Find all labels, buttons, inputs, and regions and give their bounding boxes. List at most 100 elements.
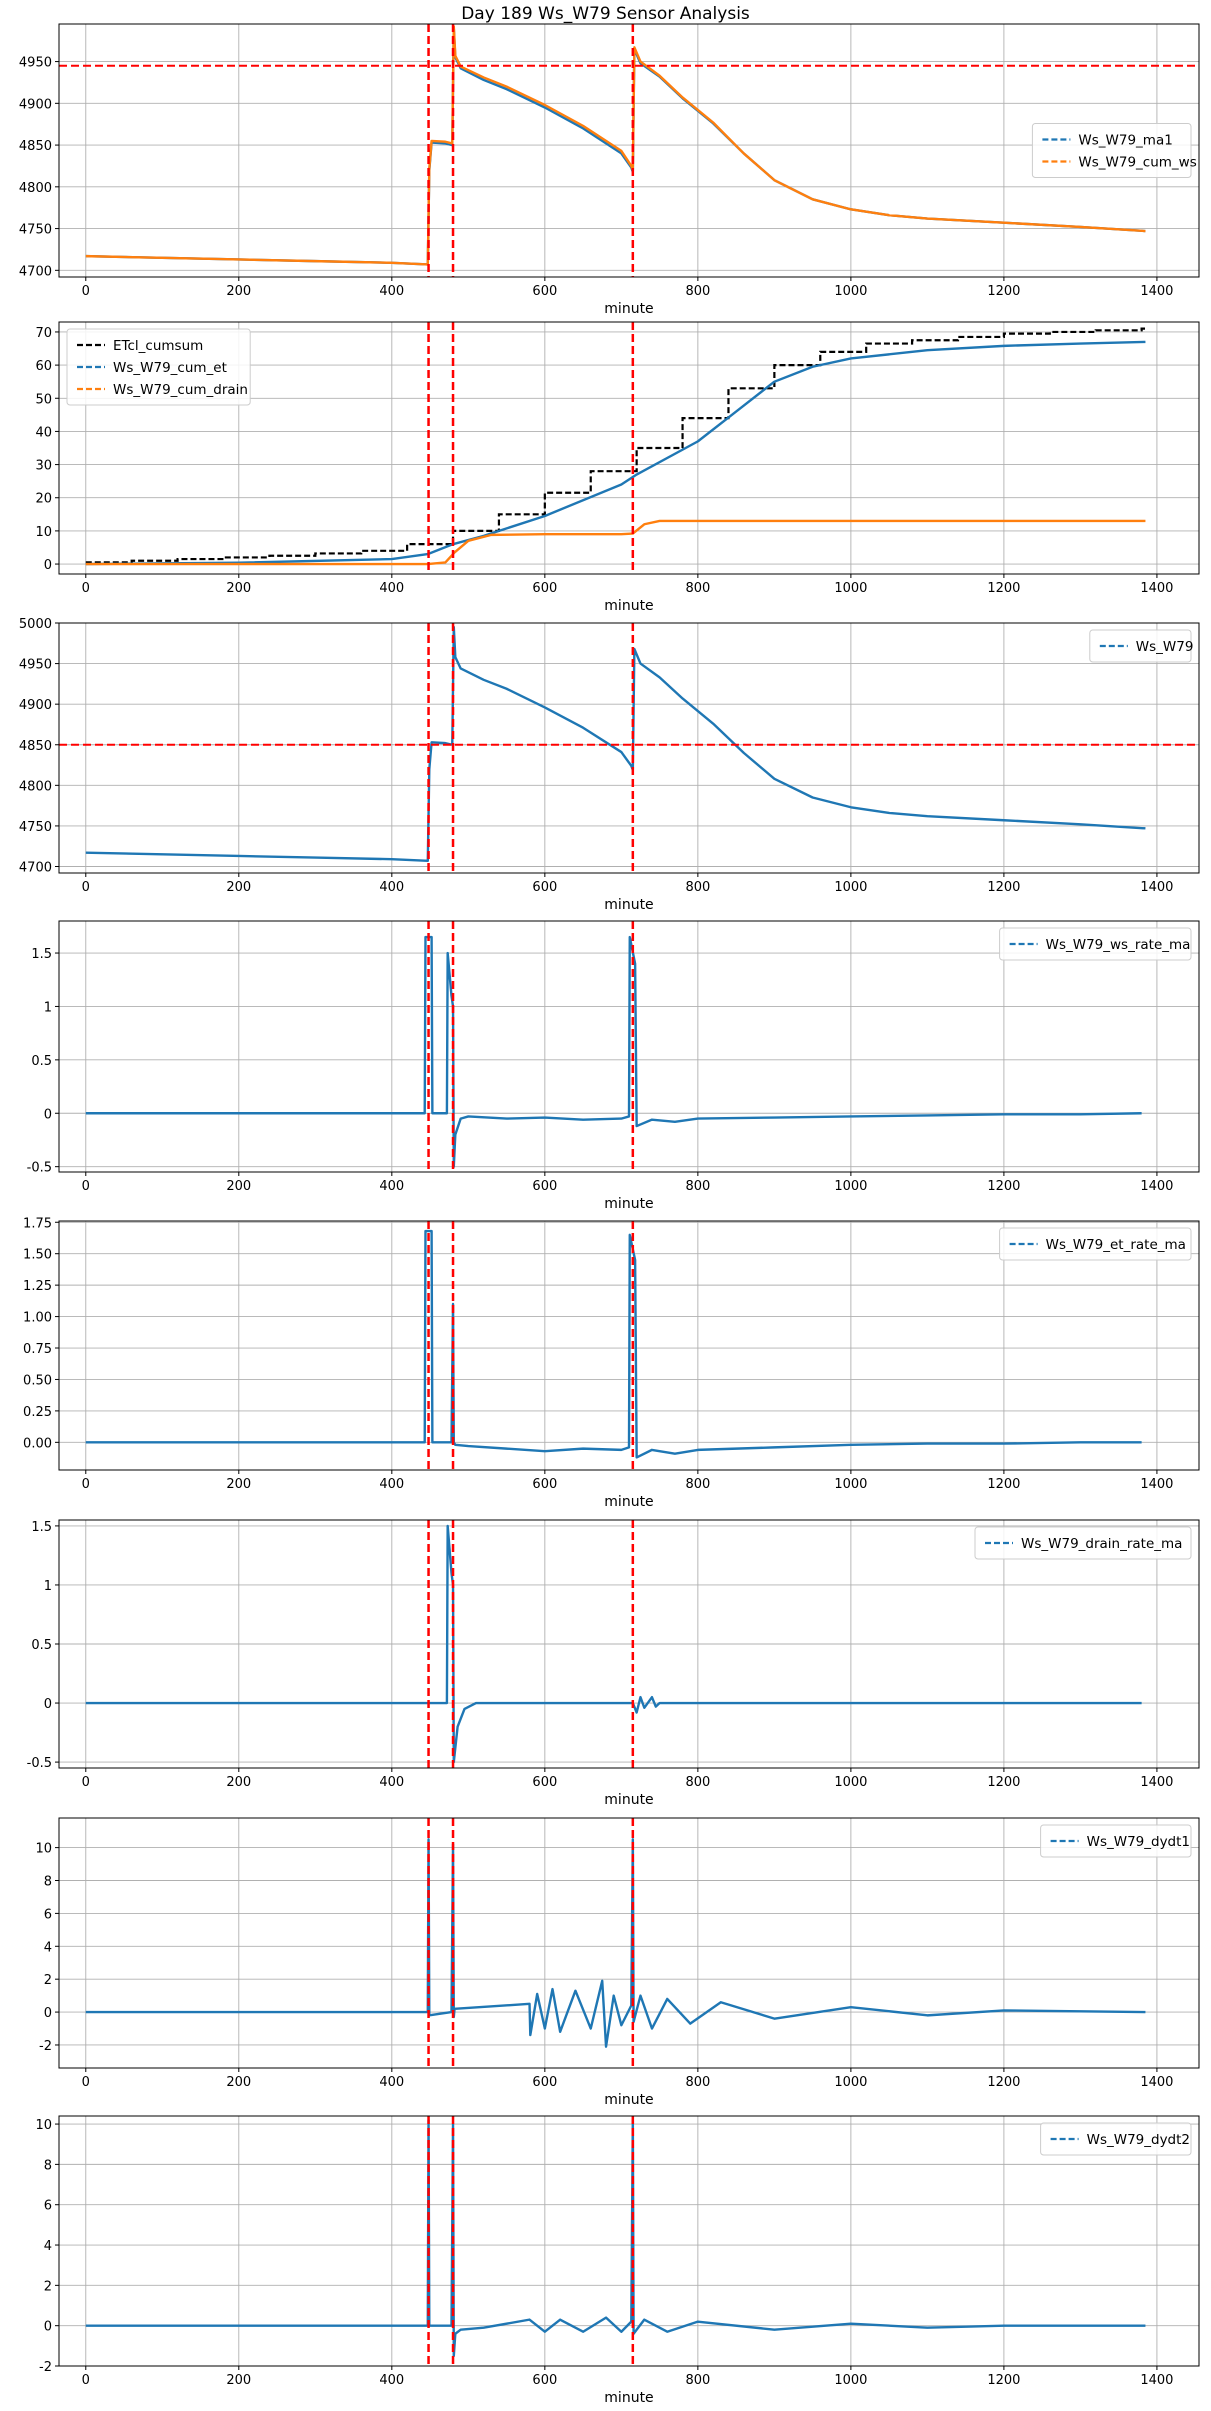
- subplot-p6: 0 200 400 600 800 1000 1200 1400 -0.5 0 0.5 1 1.5 min…: [27, 1519, 1200, 1808]
- x-tick-label: 1000: [834, 880, 867, 895]
- y-tick-label: -0.5: [27, 1161, 52, 1176]
- figure-title: Day 189 Ws_W79 Sensor Analysis: [461, 4, 750, 24]
- series-line-Ws_W79_cum_et: [85, 340, 1146, 566]
- legend: Ws_W79_drain_rate_ma: [974, 1526, 1192, 1560]
- x-tick-label: 0: [82, 2373, 90, 2388]
- x-tick-label: 400: [379, 1477, 404, 1492]
- y-tick-label: 0.25: [23, 1405, 52, 1420]
- x-tick-label: 1200: [987, 2373, 1020, 2388]
- x-axis-label: minute: [604, 1494, 653, 1510]
- x-tick-label: 800: [685, 2373, 710, 2388]
- x-tick-label: 800: [685, 581, 710, 596]
- x-tick-label: 1000: [834, 2075, 867, 2090]
- x-tick-label: 200: [226, 1775, 251, 1790]
- plot-area: [85, 921, 1142, 1172]
- x-tick-label: 800: [685, 2075, 710, 2090]
- y-tick-label: 0.00: [23, 1436, 52, 1451]
- plot-area: [59, 24, 1199, 277]
- legend-label: Ws_W79_ma1: [1078, 133, 1172, 149]
- y-tick-label: 0.50: [23, 1373, 52, 1388]
- y-tick-label: 10: [35, 1842, 52, 1857]
- subplot-p2: 0 200 400 600 800 1000 1200 1400 0 10 20 30 40 50 60 70…: [35, 321, 1200, 614]
- series-line-Ws_W79_cum_drain: [85, 519, 1146, 566]
- axes-frame: [58, 321, 1200, 575]
- y-tick-label: 1.50: [23, 1248, 52, 1263]
- y-tick-label: 10: [35, 2118, 52, 2133]
- x-tick-label: 1200: [987, 284, 1020, 299]
- x-tick-label: 400: [379, 284, 404, 299]
- x-tick-label: 400: [379, 1179, 404, 1194]
- legend: Ws_W79_et_rate_ma: [999, 1227, 1192, 1261]
- y-tick-label: 0.5: [31, 1054, 52, 1069]
- x-tick-label: 1400: [1140, 2075, 1173, 2090]
- plot-area: [85, 322, 1146, 574]
- y-tick-label: 6: [44, 1907, 52, 1922]
- x-tick-label: 1000: [834, 581, 867, 596]
- y-tick-label: 10: [35, 525, 52, 540]
- y-tick-label: 4: [44, 2239, 52, 2254]
- legend-label: Ws_W79_cum_ws: [1078, 155, 1196, 171]
- y-tick-label: 4700: [19, 264, 52, 279]
- legend-label: Ws_W79: [1136, 639, 1194, 655]
- axes-frame: [58, 622, 1200, 874]
- y-tick-label: 0: [44, 558, 52, 573]
- legend-label: Ws_W79_et_rate_ma: [1046, 1237, 1186, 1253]
- y-tick-label: 4800: [19, 779, 52, 794]
- y-tick-label: 2: [44, 1973, 52, 1988]
- x-tick-label: 200: [226, 581, 251, 596]
- x-tick-label: 800: [685, 1775, 710, 1790]
- x-tick-label: 600: [532, 1477, 557, 1492]
- legend-box: [974, 1526, 1192, 1560]
- x-tick-label: 400: [379, 2373, 404, 2388]
- x-tick-label: 600: [532, 880, 557, 895]
- legend-box: [1040, 2122, 1192, 2156]
- x-tick-label: 0: [82, 2075, 90, 2090]
- x-tick-label: 1200: [987, 581, 1020, 596]
- x-tick-label: 200: [226, 880, 251, 895]
- y-tick-label: 50: [35, 392, 52, 407]
- legend-label: Ws_W79_dydt2: [1087, 2132, 1190, 2148]
- y-tick-label: 4900: [19, 698, 52, 713]
- y-tick-label: 0: [44, 1107, 52, 1122]
- x-axis-label: minute: [604, 897, 653, 913]
- x-tick-label: 400: [379, 581, 404, 596]
- y-tick-label: 40: [35, 425, 52, 440]
- y-tick-label: 4950: [19, 658, 52, 673]
- x-tick-label: 200: [226, 1179, 251, 1194]
- y-tick-label: 0.5: [31, 1638, 52, 1653]
- x-tick-label: 800: [685, 880, 710, 895]
- x-tick-label: 600: [532, 2373, 557, 2388]
- series-line-Ws_W79_dydt2: [85, 2118, 1146, 2358]
- y-tick-label: 1.75: [23, 1216, 52, 1231]
- subplot-p4: 0 200 400 600 800 1000 1200 1400 -0.5 0 0.5 1 1.5 min…: [27, 920, 1200, 1212]
- y-tick-label: 4850: [19, 139, 52, 154]
- y-tick-label: 4950: [19, 56, 52, 71]
- series-line-Ws_W79_dydt1: [85, 1838, 1146, 2048]
- y-tick-label: 1.5: [31, 947, 52, 962]
- x-tick-label: 1000: [834, 1179, 867, 1194]
- y-tick-label: -2: [39, 2039, 52, 2054]
- legend-label: Ws_W79_ws_rate_ma: [1046, 937, 1191, 953]
- plot-area: [85, 1818, 1146, 2068]
- x-tick-label: 400: [379, 880, 404, 895]
- y-tick-label: 8: [44, 1875, 52, 1890]
- x-tick-label: 1000: [834, 2373, 867, 2388]
- y-tick-label: 4750: [19, 223, 52, 238]
- x-tick-label: 1200: [987, 1179, 1020, 1194]
- legend-box: [66, 328, 251, 406]
- series-line-ETcl_cumsum: [85, 327, 1146, 564]
- y-tick-label: 70: [35, 326, 52, 341]
- y-tick-label: 0: [44, 2320, 52, 2335]
- x-tick-label: 1200: [987, 1775, 1020, 1790]
- x-tick-label: 200: [226, 2075, 251, 2090]
- x-tick-label: 1200: [987, 880, 1020, 895]
- axes-frame: [58, 1817, 1200, 2069]
- legend-label: Ws_W79_cum_drain: [113, 382, 248, 398]
- plot-area: [85, 2116, 1146, 2366]
- x-tick-label: 1000: [834, 284, 867, 299]
- legend: Ws_W79_ws_rate_ma: [999, 927, 1192, 961]
- x-tick-label: 400: [379, 2075, 404, 2090]
- x-tick-label: 0: [82, 1179, 90, 1194]
